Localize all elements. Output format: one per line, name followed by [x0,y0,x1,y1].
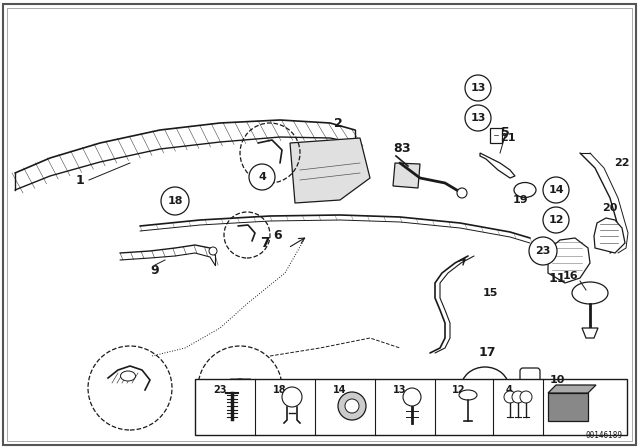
Text: 23: 23 [213,385,227,395]
Circle shape [465,75,491,101]
Ellipse shape [461,367,509,409]
Ellipse shape [459,390,477,400]
Text: 7: 7 [260,236,270,250]
Text: 5: 5 [500,125,509,138]
Ellipse shape [514,182,536,198]
Circle shape [457,188,467,198]
Polygon shape [490,128,502,143]
Text: 17: 17 [478,346,496,359]
Polygon shape [548,238,590,283]
FancyBboxPatch shape [520,368,540,396]
Circle shape [249,164,275,190]
Text: 20: 20 [602,203,618,213]
Ellipse shape [120,371,136,381]
Circle shape [520,391,532,403]
Text: 23: 23 [535,246,550,256]
Polygon shape [290,138,370,203]
Text: 19: 19 [512,195,528,205]
Text: 1: 1 [76,173,84,186]
Text: 14: 14 [548,185,564,195]
Text: 3: 3 [402,142,410,155]
Text: 8: 8 [394,142,403,155]
Polygon shape [393,163,420,188]
Polygon shape [548,385,596,393]
Circle shape [529,237,557,265]
Text: 10: 10 [549,375,564,385]
Circle shape [465,105,491,131]
Ellipse shape [231,379,249,401]
Polygon shape [594,218,625,253]
Text: 18: 18 [273,385,287,395]
Bar [548,393,588,421]
Text: 12: 12 [548,215,564,225]
Text: 12: 12 [452,385,465,395]
Polygon shape [582,328,598,338]
Text: 9: 9 [150,263,159,276]
Text: 2: 2 [333,116,342,129]
Circle shape [403,388,421,406]
Text: 16: 16 [562,271,578,281]
Text: 13: 13 [470,83,486,93]
Ellipse shape [572,282,608,304]
Circle shape [282,387,302,407]
Text: 4: 4 [258,172,266,182]
Circle shape [512,391,524,403]
Circle shape [345,399,359,413]
Text: 18: 18 [167,196,183,206]
Polygon shape [480,153,515,178]
Text: 13: 13 [470,113,486,123]
Circle shape [543,177,569,203]
Text: 21: 21 [500,133,516,143]
Text: 22: 22 [614,158,630,168]
Circle shape [338,392,366,420]
Circle shape [161,187,189,215]
Text: 13: 13 [393,385,406,395]
Circle shape [209,247,217,255]
Text: 4: 4 [506,385,513,395]
Bar [195,379,627,435]
Circle shape [504,391,516,403]
Text: 15: 15 [483,288,498,298]
Text: 14: 14 [333,385,346,395]
Text: 11: 11 [548,271,566,284]
Text: 6: 6 [274,228,282,241]
Circle shape [543,207,569,233]
Text: 00146189: 00146189 [585,431,622,440]
